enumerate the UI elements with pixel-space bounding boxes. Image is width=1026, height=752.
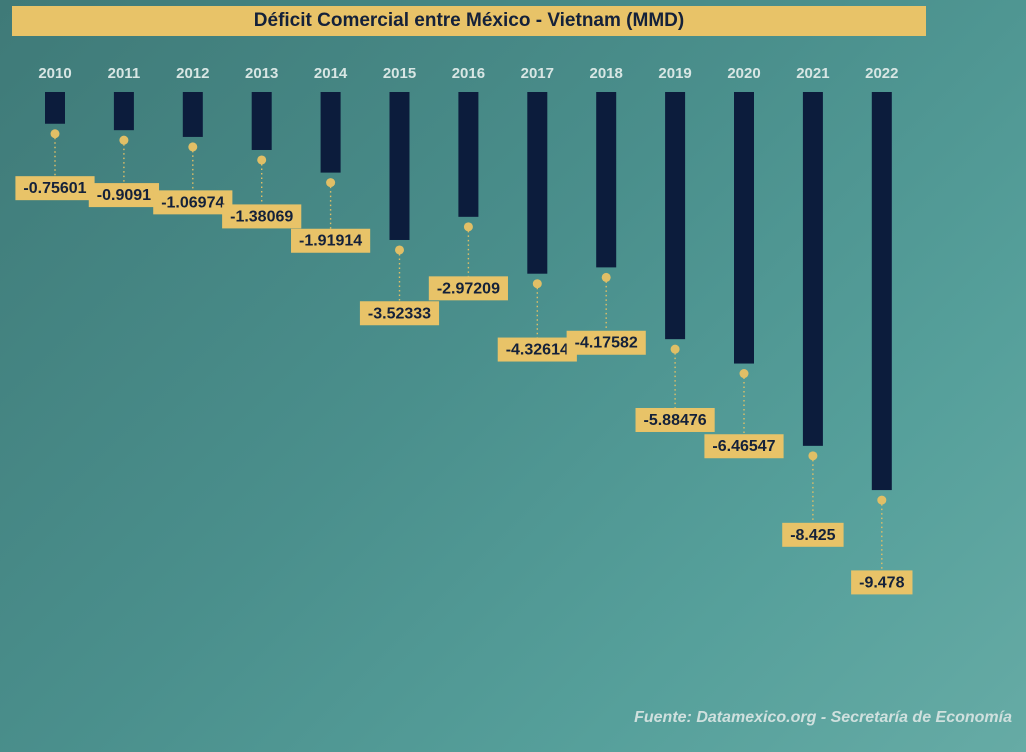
data-point-dot bbox=[395, 245, 404, 255]
bar bbox=[45, 92, 65, 124]
value-label: -4.32614 bbox=[506, 342, 569, 359]
year-label: 2015 bbox=[383, 65, 416, 82]
value-label-box bbox=[851, 570, 913, 595]
data-point-dot bbox=[739, 369, 749, 379]
bar bbox=[458, 92, 479, 217]
value-label: -1.91914 bbox=[299, 233, 362, 250]
year-label: 2020 bbox=[727, 65, 760, 82]
bar bbox=[389, 92, 410, 240]
value-label-box bbox=[497, 337, 577, 362]
data-point-dot bbox=[670, 344, 680, 354]
value-label: -6.46547 bbox=[712, 438, 775, 455]
data-point-dot bbox=[463, 222, 473, 232]
year-label: 2019 bbox=[658, 65, 691, 82]
year-label: 2014 bbox=[314, 65, 348, 82]
value-label-box bbox=[428, 276, 508, 301]
bar bbox=[320, 92, 341, 173]
value-label-box bbox=[635, 407, 715, 432]
value-label-box bbox=[153, 190, 233, 215]
year-label: 2012 bbox=[176, 65, 209, 82]
bar bbox=[251, 92, 272, 150]
year-label: 2018 bbox=[590, 65, 623, 82]
value-label-box bbox=[704, 434, 784, 459]
bar bbox=[665, 92, 686, 340]
bar bbox=[182, 92, 203, 137]
year-label: 2010 bbox=[38, 65, 71, 82]
bar bbox=[802, 92, 823, 446]
value-label: -2.97209 bbox=[437, 280, 500, 297]
year-label: 2016 bbox=[452, 65, 485, 82]
source-note: Fuente: Datamexico.org - Secretaría de E… bbox=[634, 709, 1012, 726]
value-label: -3.52333 bbox=[368, 305, 431, 322]
value-label-box bbox=[359, 301, 440, 326]
data-point-dot bbox=[877, 495, 887, 505]
data-point-dot bbox=[601, 272, 611, 282]
year-label: 2013 bbox=[245, 65, 278, 82]
data-point-dot bbox=[532, 279, 542, 289]
value-label: -0.75601 bbox=[23, 180, 86, 197]
value-label: -1.38069 bbox=[230, 208, 293, 225]
chart-title: Déficit Comercial entre México - Vietnam… bbox=[12, 6, 926, 36]
bar bbox=[113, 92, 134, 131]
year-label: 2022 bbox=[865, 65, 898, 82]
value-label-box bbox=[782, 522, 844, 547]
value-label: -4.17582 bbox=[575, 335, 638, 352]
value-label: -8.425 bbox=[790, 527, 835, 544]
data-point-dot bbox=[326, 178, 336, 188]
bar bbox=[734, 92, 754, 364]
data-point-dot bbox=[119, 135, 129, 145]
year-label: 2011 bbox=[108, 65, 141, 82]
value-label: -9.478 bbox=[859, 574, 904, 591]
value-label-box bbox=[222, 204, 302, 229]
data-point-dot bbox=[257, 155, 267, 165]
value-label: -1.06974 bbox=[161, 194, 224, 211]
data-point-dot bbox=[188, 142, 198, 152]
data-point-dot bbox=[808, 451, 818, 461]
value-label: -5.88476 bbox=[644, 412, 707, 429]
value-label-box bbox=[566, 330, 646, 355]
year-label: 2017 bbox=[521, 65, 554, 82]
value-label-box bbox=[291, 228, 371, 253]
bar bbox=[596, 92, 617, 268]
data-point-dot bbox=[50, 129, 60, 139]
bar bbox=[527, 92, 548, 274]
value-label: -0.9091 bbox=[97, 187, 151, 204]
year-label: 2021 bbox=[796, 65, 829, 82]
value-label-box bbox=[15, 176, 95, 201]
value-label-box bbox=[88, 183, 160, 208]
bar bbox=[871, 92, 892, 491]
